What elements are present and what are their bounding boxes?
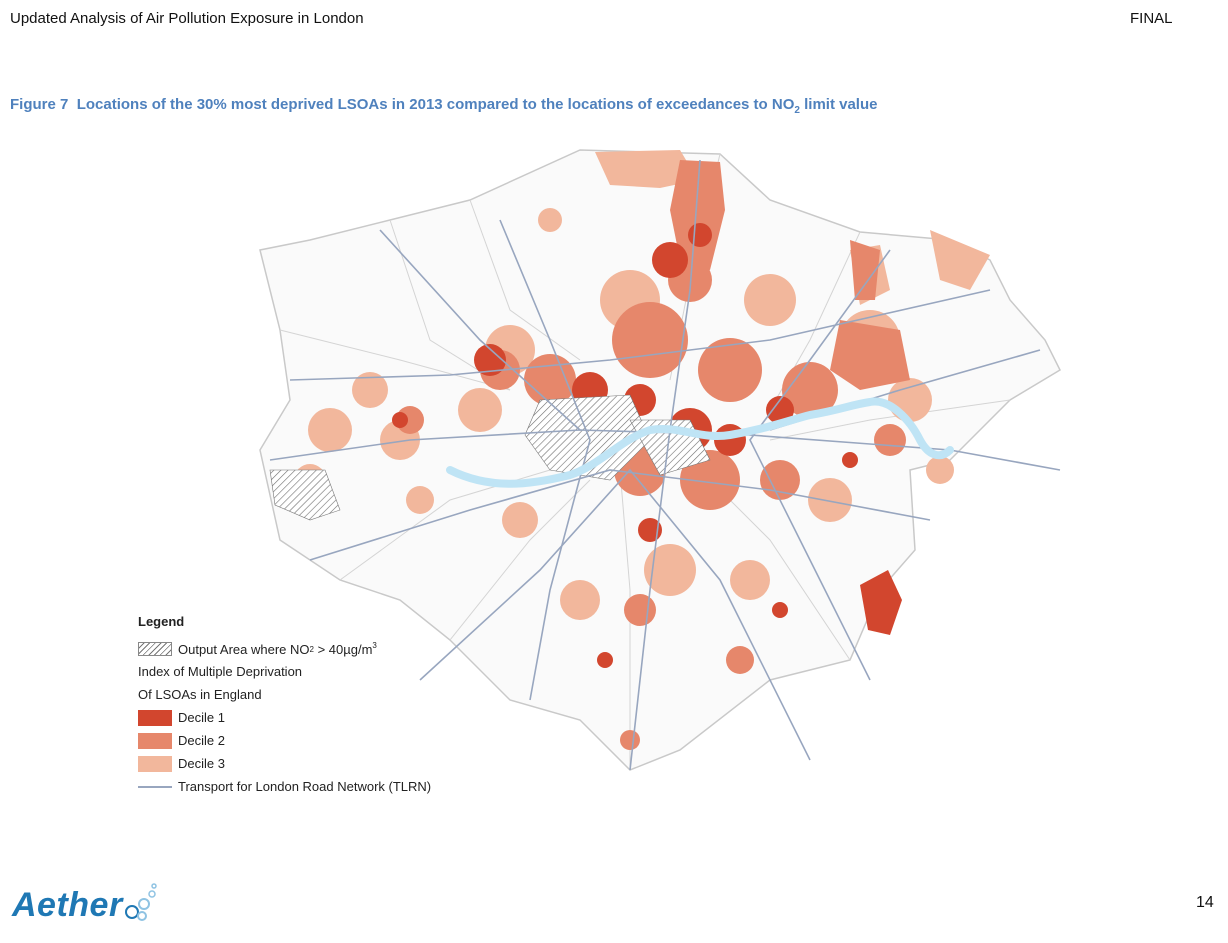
road-line-swatch [138, 785, 172, 788]
legend-label-decile-3: Decile 3 [178, 756, 225, 771]
legend-label-decile-2: Decile 2 [178, 733, 225, 748]
legend-item-decile-1: Decile 1 [138, 706, 431, 729]
legend-imd-heading-1: Index of Multiple Deprivation [138, 664, 303, 679]
legend-item-no2: Output Area where NO2 > 40µg/m3 [138, 637, 431, 660]
london-map [259, 149, 1061, 771]
caption-text: Locations of the 30% most deprived LSOAs… [76, 96, 795, 113]
decile-2-swatch [138, 732, 172, 749]
logo-text: Aether [12, 886, 123, 924]
document-status: FINAL [1130, 10, 1173, 27]
legend-item-decile-3: Decile 3 [138, 752, 431, 775]
caption-subscript: 2 [794, 105, 800, 116]
hatch-swatch [138, 641, 172, 656]
document-header-title: Updated Analysis of Air Pollution Exposu… [10, 10, 364, 27]
decile-3-swatch [138, 755, 172, 772]
figure-caption: Figure 7 Locations of the 30% most depri… [10, 96, 877, 116]
legend-label-decile-1: Decile 1 [178, 710, 225, 725]
no2-exceedance-areas [269, 394, 711, 521]
legend-item-decile-2: Decile 2 [138, 729, 431, 752]
decile-2-areas [396, 160, 910, 750]
decile-1-swatch [138, 709, 172, 726]
legend-label-no2: Output Area where NO2 > 40µg/m3 [178, 640, 377, 657]
legend-item-road: Transport for London Road Network (TLRN) [138, 775, 431, 798]
legend-label-road: Transport for London Road Network (TLRN) [178, 779, 432, 794]
page-number: 14 [1196, 894, 1214, 911]
legend-imd-heading-2: Of LSOAs in England [138, 687, 262, 702]
river-thames [446, 397, 954, 488]
tlrn-roads [269, 159, 1061, 771]
map-legend: Legend Output Area where NO2 > 40µg/m3 I… [138, 614, 431, 798]
bubbles-icon [125, 883, 157, 921]
legend-title: Legend [138, 614, 185, 629]
figure-label: Figure 7 [10, 96, 69, 113]
aether-logo: Aether [12, 878, 162, 928]
caption-text-end: limit value [799, 96, 878, 113]
